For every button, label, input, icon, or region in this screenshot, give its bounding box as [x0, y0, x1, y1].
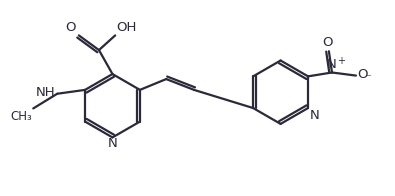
Text: ⁻: ⁻ — [366, 74, 371, 84]
Text: +: + — [337, 56, 344, 66]
Text: CH₃: CH₃ — [10, 110, 32, 123]
Text: N: N — [310, 109, 320, 122]
Text: O: O — [322, 36, 333, 49]
Text: O: O — [65, 21, 76, 34]
Text: NH: NH — [35, 86, 55, 99]
Text: N: N — [327, 58, 337, 71]
Text: O: O — [357, 68, 368, 81]
Text: OH: OH — [117, 21, 137, 34]
Text: N: N — [107, 137, 117, 150]
